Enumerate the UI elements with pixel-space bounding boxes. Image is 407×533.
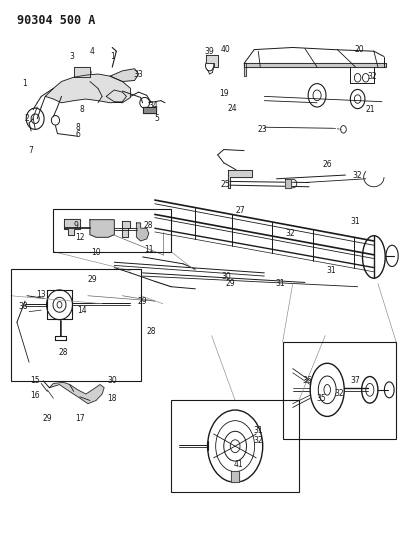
Text: 32: 32 xyxy=(335,389,344,398)
Text: 23: 23 xyxy=(258,125,267,134)
Text: 13: 13 xyxy=(37,289,46,298)
Text: 1: 1 xyxy=(23,78,27,87)
Text: 29: 29 xyxy=(225,279,235,288)
Text: 26: 26 xyxy=(322,160,332,169)
Text: 29: 29 xyxy=(42,414,52,423)
Text: 2: 2 xyxy=(25,114,29,123)
Text: 15: 15 xyxy=(31,376,40,385)
Text: 19: 19 xyxy=(219,89,229,98)
Text: 28: 28 xyxy=(144,221,153,230)
Text: 33: 33 xyxy=(134,70,144,78)
Text: 14: 14 xyxy=(77,305,87,314)
Text: 32: 32 xyxy=(254,437,263,446)
Text: 37: 37 xyxy=(351,376,361,385)
Text: 36: 36 xyxy=(302,376,312,385)
Bar xyxy=(282,342,396,439)
Text: 41: 41 xyxy=(233,460,243,469)
Bar xyxy=(53,209,171,252)
Text: 9: 9 xyxy=(73,221,78,230)
Polygon shape xyxy=(231,471,239,482)
Polygon shape xyxy=(45,74,131,103)
Polygon shape xyxy=(137,223,149,241)
Text: 16: 16 xyxy=(31,391,40,400)
Text: 34: 34 xyxy=(148,101,158,110)
Text: 30: 30 xyxy=(221,272,231,280)
Text: 18: 18 xyxy=(107,394,117,403)
Text: 25: 25 xyxy=(221,180,231,189)
Text: 31: 31 xyxy=(254,426,263,435)
Polygon shape xyxy=(90,220,114,237)
Text: 30: 30 xyxy=(107,376,117,385)
Polygon shape xyxy=(49,382,104,403)
Text: 4: 4 xyxy=(90,47,94,55)
Text: 90304 500 A: 90304 500 A xyxy=(17,14,95,27)
Text: 35: 35 xyxy=(316,394,326,403)
Text: 32: 32 xyxy=(286,229,295,238)
Polygon shape xyxy=(244,63,246,76)
Polygon shape xyxy=(284,179,291,188)
Text: 8: 8 xyxy=(75,123,80,132)
Text: 28: 28 xyxy=(59,348,68,357)
Polygon shape xyxy=(228,169,252,188)
Polygon shape xyxy=(206,55,218,67)
Text: 7: 7 xyxy=(28,146,33,155)
Text: 6: 6 xyxy=(75,130,80,139)
Text: 38: 38 xyxy=(18,302,28,311)
Text: 39: 39 xyxy=(205,47,214,55)
Text: 31: 31 xyxy=(276,279,285,288)
Text: 24: 24 xyxy=(227,103,237,112)
Text: 32: 32 xyxy=(353,171,363,180)
Text: 17: 17 xyxy=(75,414,85,423)
Polygon shape xyxy=(123,221,131,237)
Text: 21: 21 xyxy=(365,105,374,114)
Text: 40: 40 xyxy=(221,45,231,54)
Bar xyxy=(171,400,299,492)
Polygon shape xyxy=(74,67,90,77)
Text: 5: 5 xyxy=(154,114,159,123)
Text: 1: 1 xyxy=(110,52,115,61)
Text: 29: 29 xyxy=(87,275,97,284)
Polygon shape xyxy=(244,63,386,67)
Text: 29: 29 xyxy=(138,296,147,305)
Text: 27: 27 xyxy=(235,206,245,215)
Polygon shape xyxy=(144,107,155,114)
Text: 31: 31 xyxy=(326,266,336,275)
Text: 10: 10 xyxy=(91,248,101,257)
Text: 20: 20 xyxy=(355,45,365,54)
Bar xyxy=(11,269,141,381)
Text: 11: 11 xyxy=(144,245,153,254)
Polygon shape xyxy=(110,69,139,82)
Text: 31: 31 xyxy=(351,217,361,226)
Text: 28: 28 xyxy=(146,327,155,336)
Text: 32: 32 xyxy=(367,71,376,80)
Polygon shape xyxy=(63,219,80,235)
Text: 3: 3 xyxy=(69,52,74,61)
Text: 12: 12 xyxy=(75,233,85,242)
Text: 8: 8 xyxy=(79,105,84,114)
